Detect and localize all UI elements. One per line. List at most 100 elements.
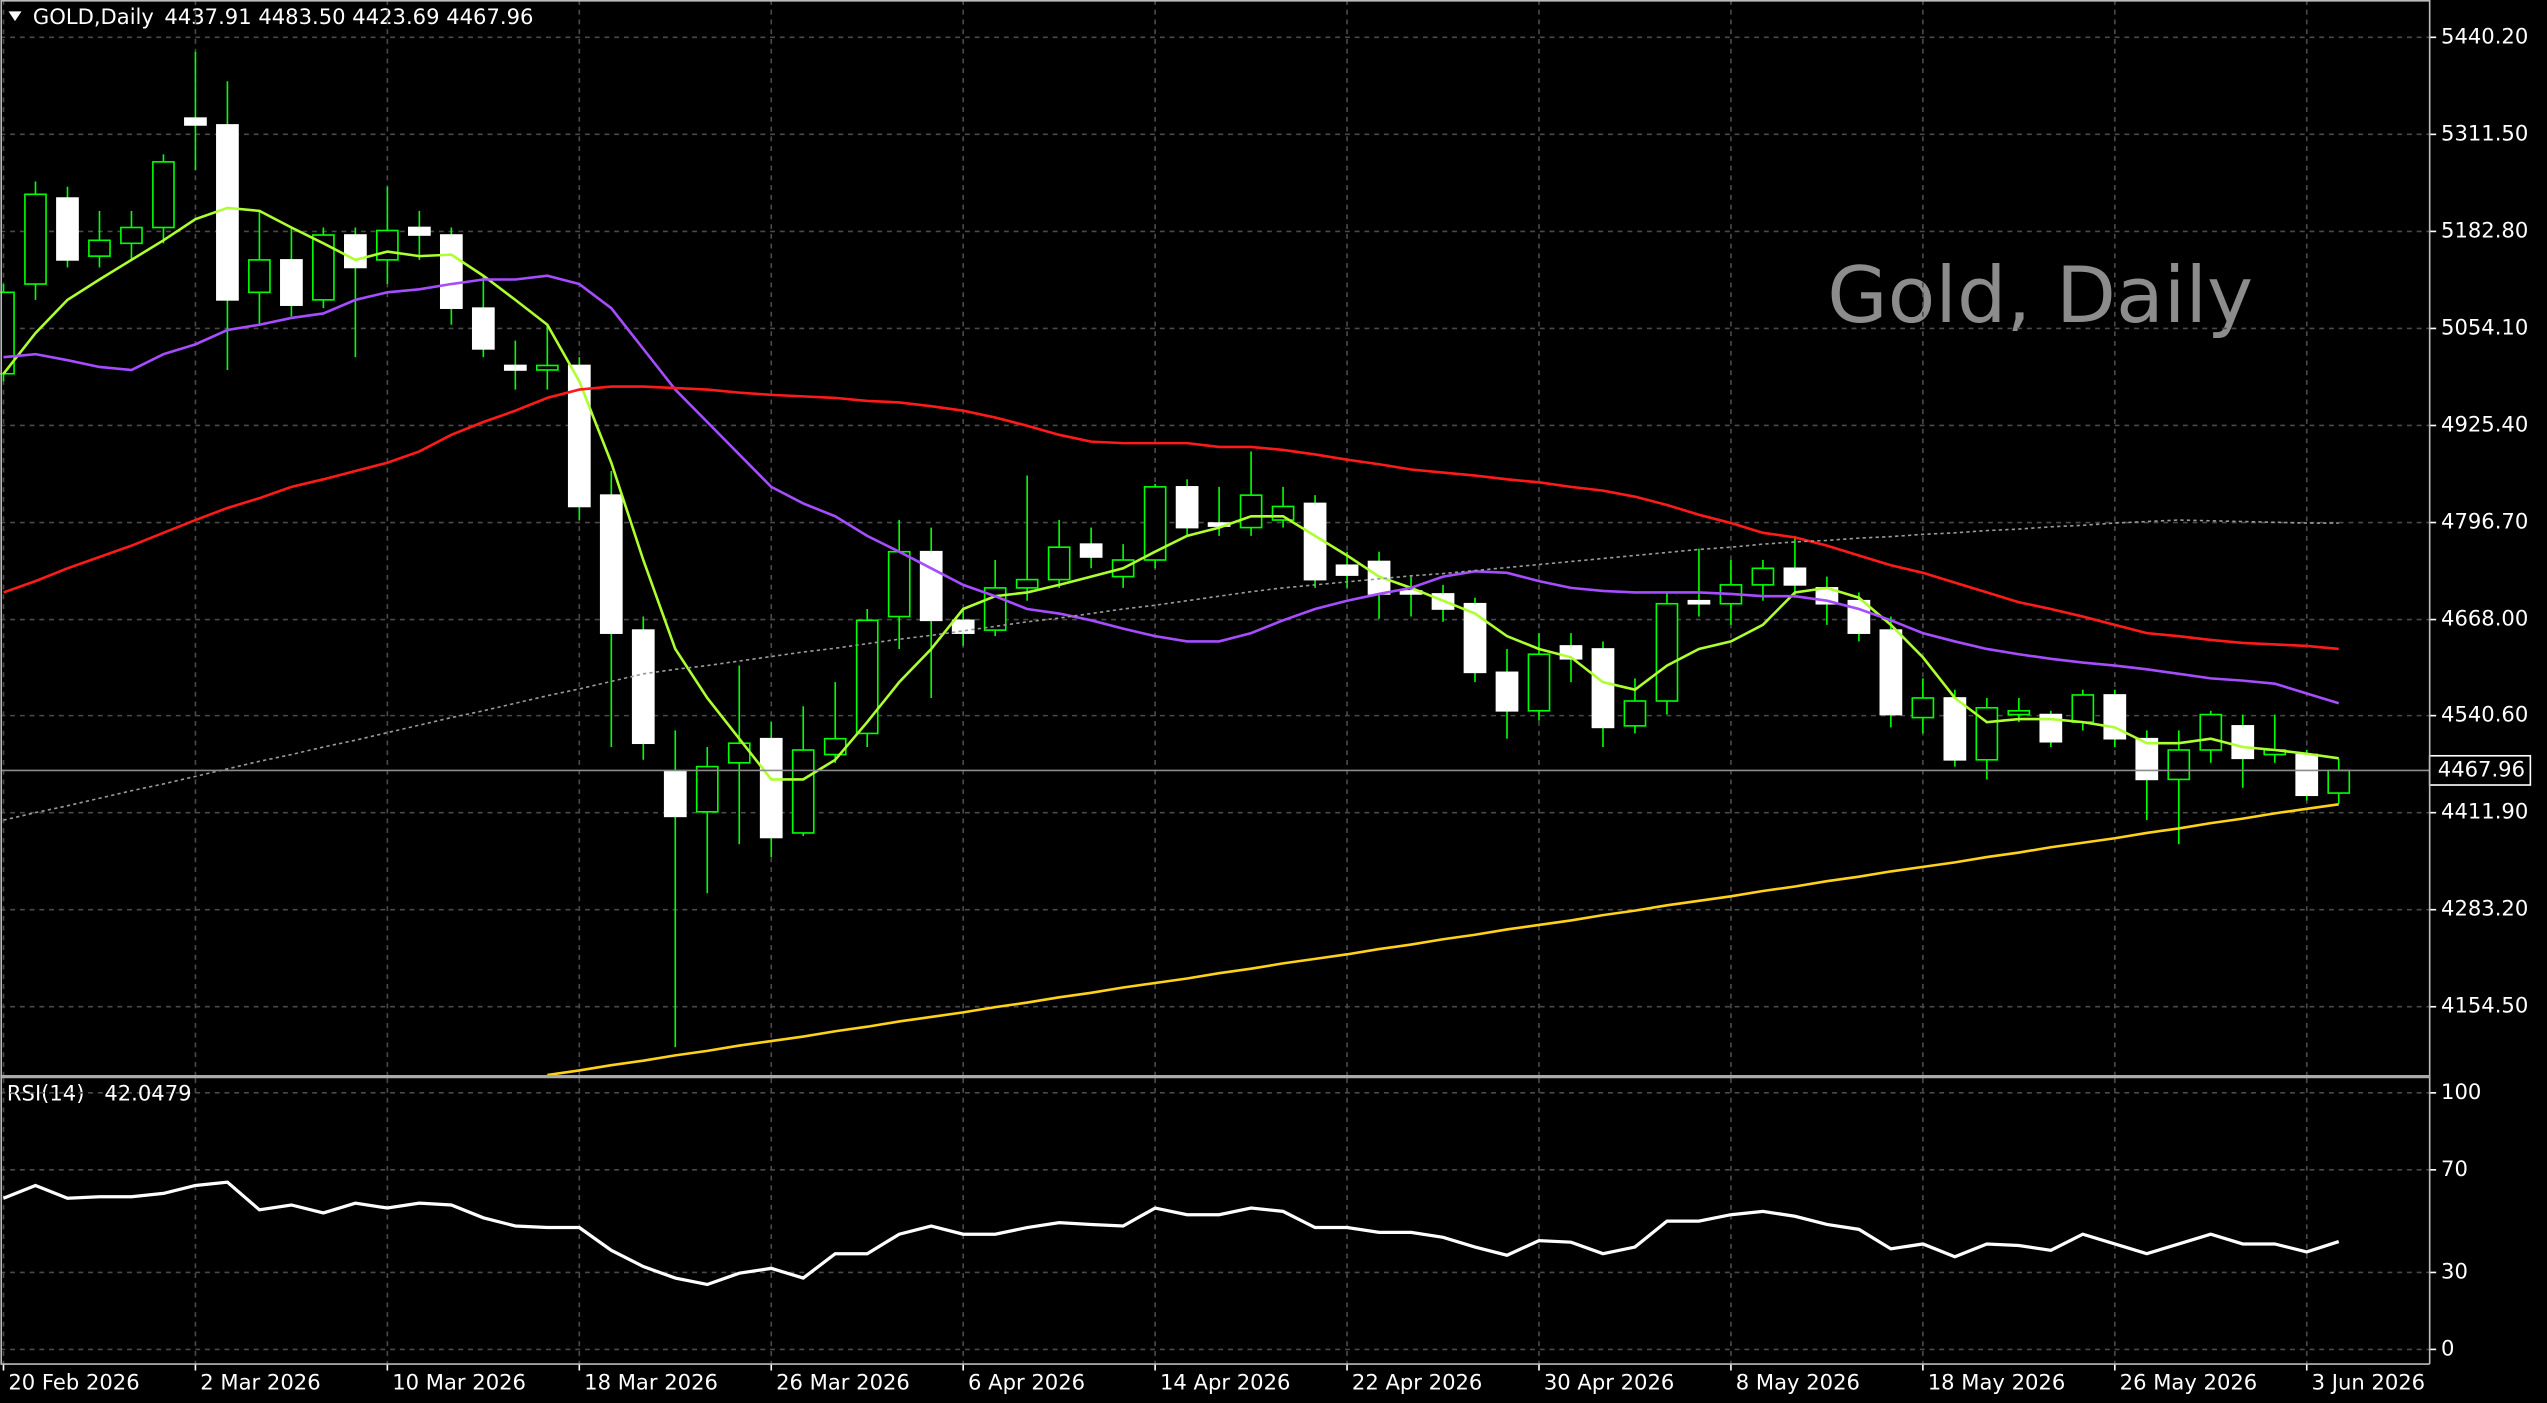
candle-body: [24, 193, 47, 285]
x-tick-label: 20 Feb 2026: [8, 1370, 139, 1395]
candle-body: [1783, 567, 1807, 586]
price-label: 4467.96: [2438, 756, 2525, 781]
y-tick-label: 5440.20: [2441, 23, 2528, 48]
y-tick-label: 4540.60: [2441, 702, 2528, 727]
candle-body: [695, 765, 719, 813]
candle-body: [2007, 709, 2031, 716]
candle-body: [0, 291, 15, 375]
y-tick-label: 4411.90: [2441, 799, 2528, 824]
candle-body: [1911, 697, 1935, 719]
symbol-label: GOLD,Daily: [33, 4, 154, 29]
candle-body: [2167, 749, 2191, 781]
candle-body: [56, 197, 79, 261]
x-tick-label: 30 Apr 2026: [1544, 1370, 1674, 1395]
candle-body: [1527, 653, 1551, 712]
y-tick-label: 4796.70: [2441, 509, 2528, 534]
moving-average: [3, 274, 2340, 705]
candle-body: [312, 234, 335, 301]
candle-body: [2135, 737, 2159, 781]
candle-body: [567, 364, 591, 508]
candle-body: [1239, 494, 1263, 529]
y-tick-label: 30: [2441, 1258, 2468, 1283]
candle-body: [663, 770, 687, 818]
moving-average: [547, 803, 2339, 1077]
candle-body: [1079, 543, 1103, 558]
rsi-line: [2, 1180, 2340, 1287]
candle-body: [216, 124, 239, 301]
candle-body: [1015, 578, 1039, 589]
candle-body: [2327, 769, 2351, 794]
y-tick-label: 4668.00: [2441, 606, 2528, 631]
candle-body: [2199, 713, 2223, 751]
candle-body: [503, 364, 527, 371]
candle-body: [1463, 602, 1487, 674]
candle-body: [88, 239, 111, 257]
x-tick-label: 6 Apr 2026: [968, 1370, 1085, 1395]
x-tick-label: 10 Mar 2026: [392, 1370, 526, 1395]
candle-body: [2039, 713, 2063, 743]
y-tick-label: 0: [2441, 1335, 2454, 1360]
moving-average: [2, 206, 2339, 781]
y-tick-label: 4925.40: [2441, 411, 2528, 436]
candle-body: [599, 494, 623, 634]
candle-body: [280, 259, 303, 306]
x-tick-label: 26 Mar 2026: [776, 1370, 910, 1395]
candle-body: [152, 161, 175, 229]
candle-body: [535, 364, 559, 371]
candle-body: [344, 234, 367, 269]
y-tick-label: 5182.80: [2441, 217, 2528, 242]
candle-body: [1175, 486, 1199, 529]
candle-body: [759, 737, 783, 839]
candle-body: [887, 550, 911, 618]
candle-body: [439, 234, 463, 309]
rsi-value: 42.0479: [104, 1080, 191, 1105]
candle-body: [1879, 629, 1903, 716]
candle-body: [120, 226, 143, 245]
x-tick-label: 26 May 2026: [2120, 1370, 2258, 1395]
candle-body: [1335, 564, 1359, 576]
candle-body: [2295, 753, 2319, 797]
candle-body: [471, 307, 495, 350]
y-tick-label: 5054.10: [2441, 314, 2528, 339]
menu-arrow[interactable]: [8, 11, 22, 22]
x-tick-label: 14 Apr 2026: [1160, 1370, 1290, 1395]
candle-body: [2231, 725, 2255, 760]
ohlc-label: 4437.91 4483.50 4423.69 4467.96: [164, 4, 533, 29]
x-tick-label: 2 Mar 2026: [200, 1370, 320, 1395]
candle-body: [2071, 694, 2095, 723]
candle-body: [791, 749, 815, 834]
x-tick-label: 8 May 2026: [1736, 1370, 1860, 1395]
candle-body: [248, 259, 271, 294]
candle-body: [1271, 505, 1295, 521]
candle-body: [1047, 546, 1071, 581]
candle-body: [951, 619, 975, 634]
y-tick-label: 4154.50: [2441, 993, 2528, 1018]
y-tick-label: 100: [2441, 1079, 2481, 1104]
candle-body: [855, 619, 879, 735]
candle-body: [1687, 599, 1711, 605]
y-tick-label: 4283.20: [2441, 896, 2528, 921]
candle-body: [1655, 602, 1679, 702]
candle-body: [1751, 567, 1775, 586]
x-tick-label: 22 Apr 2026: [1352, 1370, 1482, 1395]
watermark: Gold, Daily: [1827, 251, 2253, 341]
candle-body: [919, 550, 943, 622]
candle-body: [631, 629, 655, 745]
candle-body: [1943, 697, 1967, 761]
candle-body: [407, 226, 431, 236]
price-box: [2428, 754, 2532, 786]
moving-average: [3, 385, 2339, 651]
candle-body: [1495, 671, 1519, 712]
y-tick-label: 5311.50: [2441, 120, 2528, 145]
x-tick-label: 3 Jun 2026: [2312, 1370, 2425, 1395]
x-tick-label: 18 May 2026: [1928, 1370, 2066, 1395]
candle-body: [1143, 486, 1167, 561]
candle-body: [184, 117, 207, 126]
moving-average: [3, 519, 2339, 821]
candle-body: [376, 229, 399, 261]
candle-body: [1591, 648, 1615, 729]
y-tick-label: 70: [2441, 1156, 2468, 1181]
